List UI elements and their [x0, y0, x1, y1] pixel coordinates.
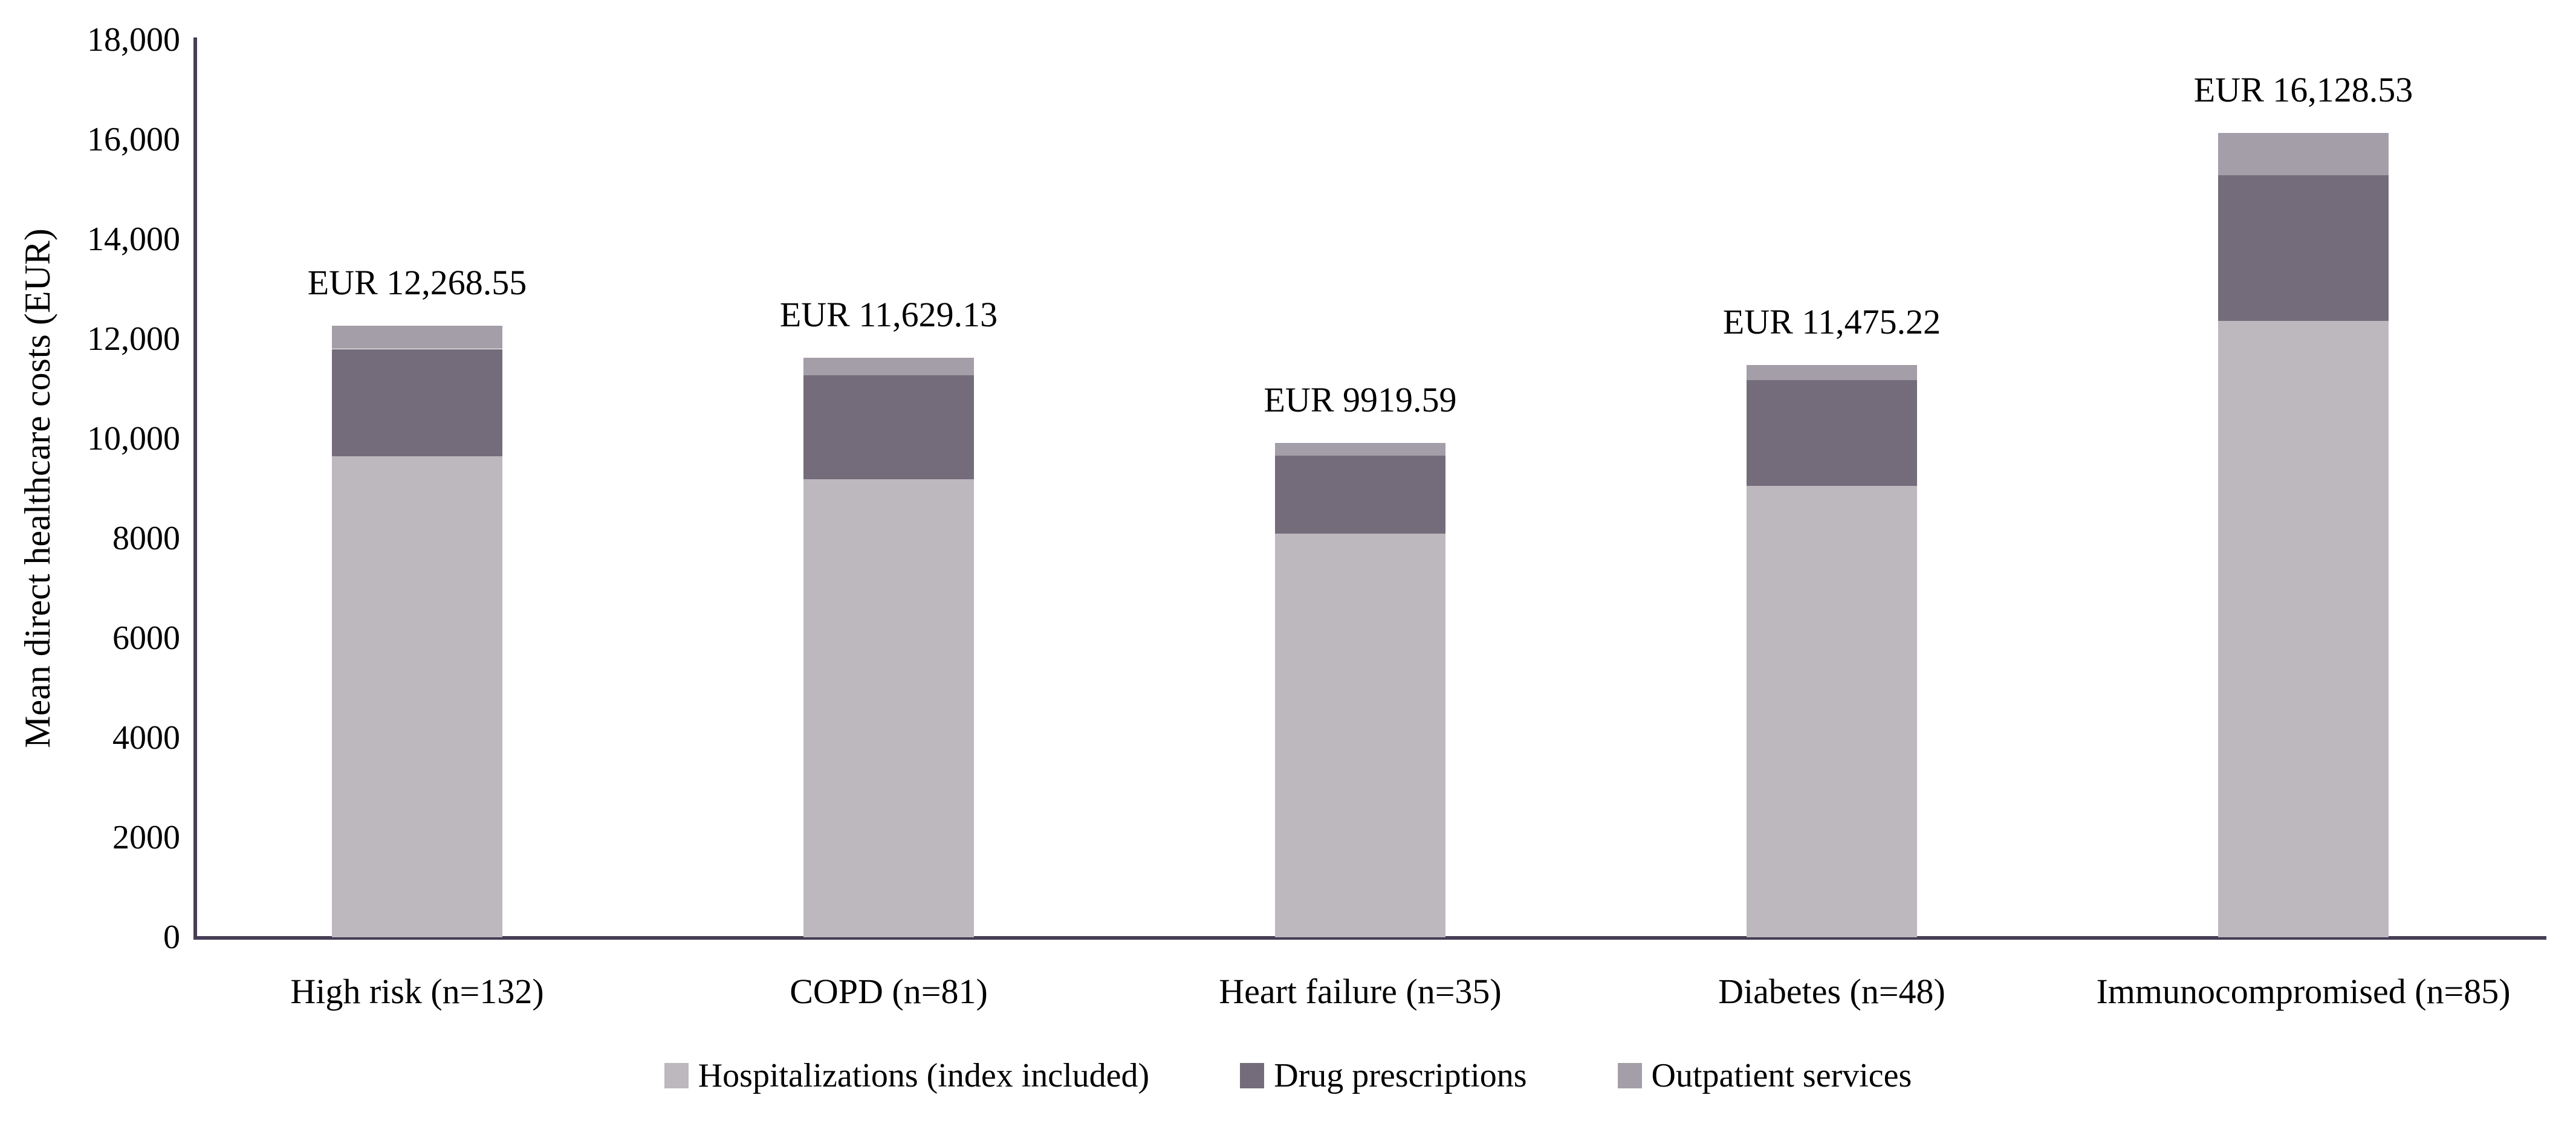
x-axis-line: [193, 936, 2546, 940]
outpatient-services-swatch-icon: [1617, 1063, 1642, 1088]
legend-label: Outpatient services: [1651, 1057, 1912, 1094]
legend-label: Hospitalizations (index included): [698, 1057, 1150, 1094]
bar-segment: [1275, 456, 1445, 534]
bar-segment: [803, 479, 974, 937]
legend-item-outpatient-services: Outpatient services: [1617, 1056, 1912, 1095]
bar-segment: [1747, 365, 1917, 381]
y-tick-label: 16,000: [87, 121, 180, 158]
bar-segment: [2218, 133, 2389, 176]
y-tick-label: 18,000: [87, 21, 180, 59]
x-axis-label: Immunocompromised (n=85): [2096, 972, 2511, 1011]
y-tick-label: 4000: [112, 719, 180, 757]
bar-segment: [332, 325, 502, 349]
x-axis-label: High risk (n=132): [290, 972, 544, 1011]
bar-value-label: EUR 9919.59: [1264, 380, 1457, 419]
legend-label: Drug prescriptions: [1274, 1057, 1527, 1094]
x-axis-label: Diabetes (n=48): [1718, 972, 1945, 1011]
y-tick-label: 12,000: [87, 320, 180, 358]
bar-segment: [332, 456, 502, 937]
y-tick-label: 6000: [112, 619, 180, 657]
y-tick-label: 14,000: [87, 221, 180, 258]
y-tick-label: 0: [163, 919, 180, 956]
y-tick-label: 8000: [112, 520, 180, 557]
bar-value-label: EUR 16,128.53: [2193, 70, 2413, 110]
y-tick-label: 10,000: [87, 420, 180, 457]
bar-segment: [1747, 380, 1917, 486]
y-tick-label: 2000: [112, 819, 180, 856]
bar-segment: [1275, 533, 1445, 937]
bar-segment: [803, 357, 974, 376]
bar-segment: [803, 375, 974, 479]
bar-segment: [1747, 486, 1917, 937]
bar-segment: [2218, 321, 2389, 937]
bar-segment: [2218, 175, 2389, 321]
bar-value-label: EUR 12,268.55: [307, 262, 527, 302]
bar-value-label: EUR 11,629.13: [779, 294, 998, 334]
hospitalizations-swatch-icon: [664, 1063, 689, 1088]
legend-item-hospitalizations: Hospitalizations (index included): [664, 1056, 1149, 1095]
y-axis-title: Mean direct healthcare costs (EUR): [18, 228, 57, 748]
legend: Hospitalizations (index included) Drug p…: [0, 1056, 2576, 1095]
bar-segment: [1275, 442, 1445, 456]
bar-segment: [332, 349, 502, 456]
bar-value-label: EUR 11,475.22: [1722, 302, 1941, 342]
y-axis-line: [193, 37, 197, 940]
drug-prescriptions-swatch-icon: [1240, 1063, 1265, 1088]
x-axis-label: Heart failure (n=35): [1219, 972, 1502, 1011]
x-axis-label: COPD (n=81): [790, 972, 988, 1011]
legend-item-drug-prescriptions: Drug prescriptions: [1240, 1056, 1527, 1095]
